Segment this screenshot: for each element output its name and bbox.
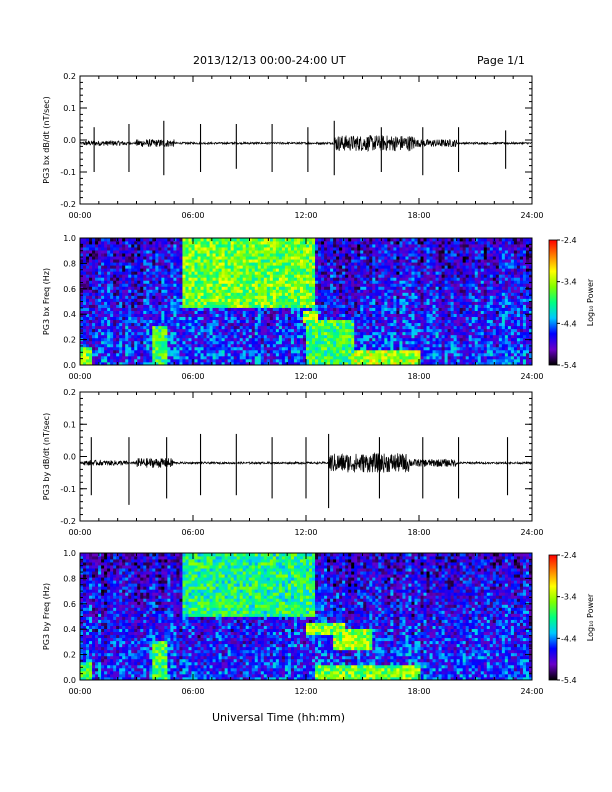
- y-axis-label: PG3 bx Freq (Hz): [42, 268, 51, 335]
- y-tick-label: 0.0: [63, 676, 76, 685]
- x-tick-label: 24:00: [520, 687, 543, 696]
- y-tick-label: -0.1: [60, 485, 76, 494]
- x-tick-label: 06:00: [181, 528, 204, 537]
- y-tick-label: 0.2: [63, 72, 76, 81]
- y-tick-label: 0.8: [63, 574, 76, 583]
- timeseries-panel-0: 00:00 06:00 12:00 18:00 24:00 -0.2 -0.1 0.0 0.1 0…: [42, 72, 544, 220]
- colorbar-tick-label: -3.4: [561, 278, 577, 287]
- y-tick-label: 0.4: [63, 310, 76, 319]
- y-tick-label: -0.1: [60, 168, 76, 177]
- spectrogram-panel-1: 00:00 06:00 12:00 18:00 24:00 0.0 0.2 0.4 0.6 0.8…: [42, 234, 595, 381]
- signal-trace: [80, 134, 532, 153]
- x-tick-label: 00:00: [68, 687, 91, 696]
- x-tick-label: 18:00: [407, 687, 430, 696]
- x-tick-label: 00:00: [68, 528, 91, 537]
- y-tick-label: 1.0: [63, 234, 76, 243]
- x-tick-label: 18:00: [407, 211, 430, 220]
- y-tick-label: -0.2: [60, 200, 76, 209]
- colorbar-tick-label: -5.4: [561, 361, 577, 370]
- colorbar-tick-label: -3.4: [561, 593, 577, 602]
- x-tick-label: 12:00: [294, 372, 317, 381]
- page-number: Page 1/1: [477, 54, 525, 67]
- x-tick-label: 24:00: [520, 372, 543, 381]
- y-tick-label: 0.1: [63, 104, 76, 113]
- x-tick-label: 00:00: [68, 211, 91, 220]
- colorbar: [548, 554, 558, 681]
- x-axis-label: Universal Time (hh:mm): [212, 711, 345, 724]
- y-tick-label: 0.6: [63, 600, 76, 609]
- x-tick-label: 12:00: [294, 687, 317, 696]
- colorbar-label: Log₁₀ Power: [586, 278, 595, 326]
- colorbar: [548, 239, 558, 366]
- y-tick-label: 0.0: [63, 136, 76, 145]
- y-tick-label: 0.6: [63, 285, 76, 294]
- plot-frame: [79, 75, 533, 205]
- y-tick-label: 0.2: [63, 651, 76, 660]
- y-axis-label: PG3 by dB/dt (nT/sec): [42, 413, 51, 500]
- spectrogram-cells: [80, 553, 533, 681]
- colorbar-tick-label: -2.4: [561, 551, 577, 560]
- y-axis-label: PG3 bx dB/dt (nT/sec): [42, 96, 51, 183]
- y-axis-label: PG3 by Freq (Hz): [42, 583, 51, 650]
- colorbar-tick-label: -4.4: [561, 634, 577, 643]
- y-tick-label: 0.8: [63, 259, 76, 268]
- timeseries-panel-2: 00:00 06:00 12:00 18:00 24:00 -0.2 -0.1 0.0 0.1 0…: [42, 388, 544, 537]
- chart-title: 2013/12/13 00:00-24:00 UT: [193, 54, 346, 67]
- colorbar-tick-label: -2.4: [561, 236, 577, 245]
- x-tick-label: 24:00: [520, 211, 543, 220]
- x-tick-label: 06:00: [181, 211, 204, 220]
- y-tick-label: 1.0: [63, 549, 76, 558]
- y-tick-label: 0.0: [63, 453, 76, 462]
- colorbar-tick-label: -4.4: [561, 319, 577, 328]
- x-tick-label: 24:00: [520, 528, 543, 537]
- x-tick-label: 18:00: [407, 528, 430, 537]
- colorbar-tick-label: -5.4: [561, 676, 577, 685]
- y-tick-label: 0.2: [63, 336, 76, 345]
- y-tick-label: -0.2: [60, 517, 76, 526]
- x-tick-label: 12:00: [294, 211, 317, 220]
- spectrogram-cells: [80, 238, 533, 366]
- y-tick-label: 0.4: [63, 625, 76, 634]
- x-tick-label: 12:00: [294, 528, 317, 537]
- y-tick-label: 0.1: [63, 420, 76, 429]
- x-tick-label: 18:00: [407, 372, 430, 381]
- colorbar-label: Log₁₀ Power: [586, 593, 595, 641]
- spectrogram-panel-3: 00:00 06:00 12:00 18:00 24:00 0.0 0.2 0.4 0.6 0.8…: [42, 549, 595, 696]
- y-tick-label: 0.2: [63, 388, 76, 397]
- y-tick-label: 0.0: [63, 361, 76, 370]
- x-tick-label: 06:00: [181, 687, 204, 696]
- x-tick-label: 00:00: [68, 372, 91, 381]
- x-tick-label: 06:00: [181, 372, 204, 381]
